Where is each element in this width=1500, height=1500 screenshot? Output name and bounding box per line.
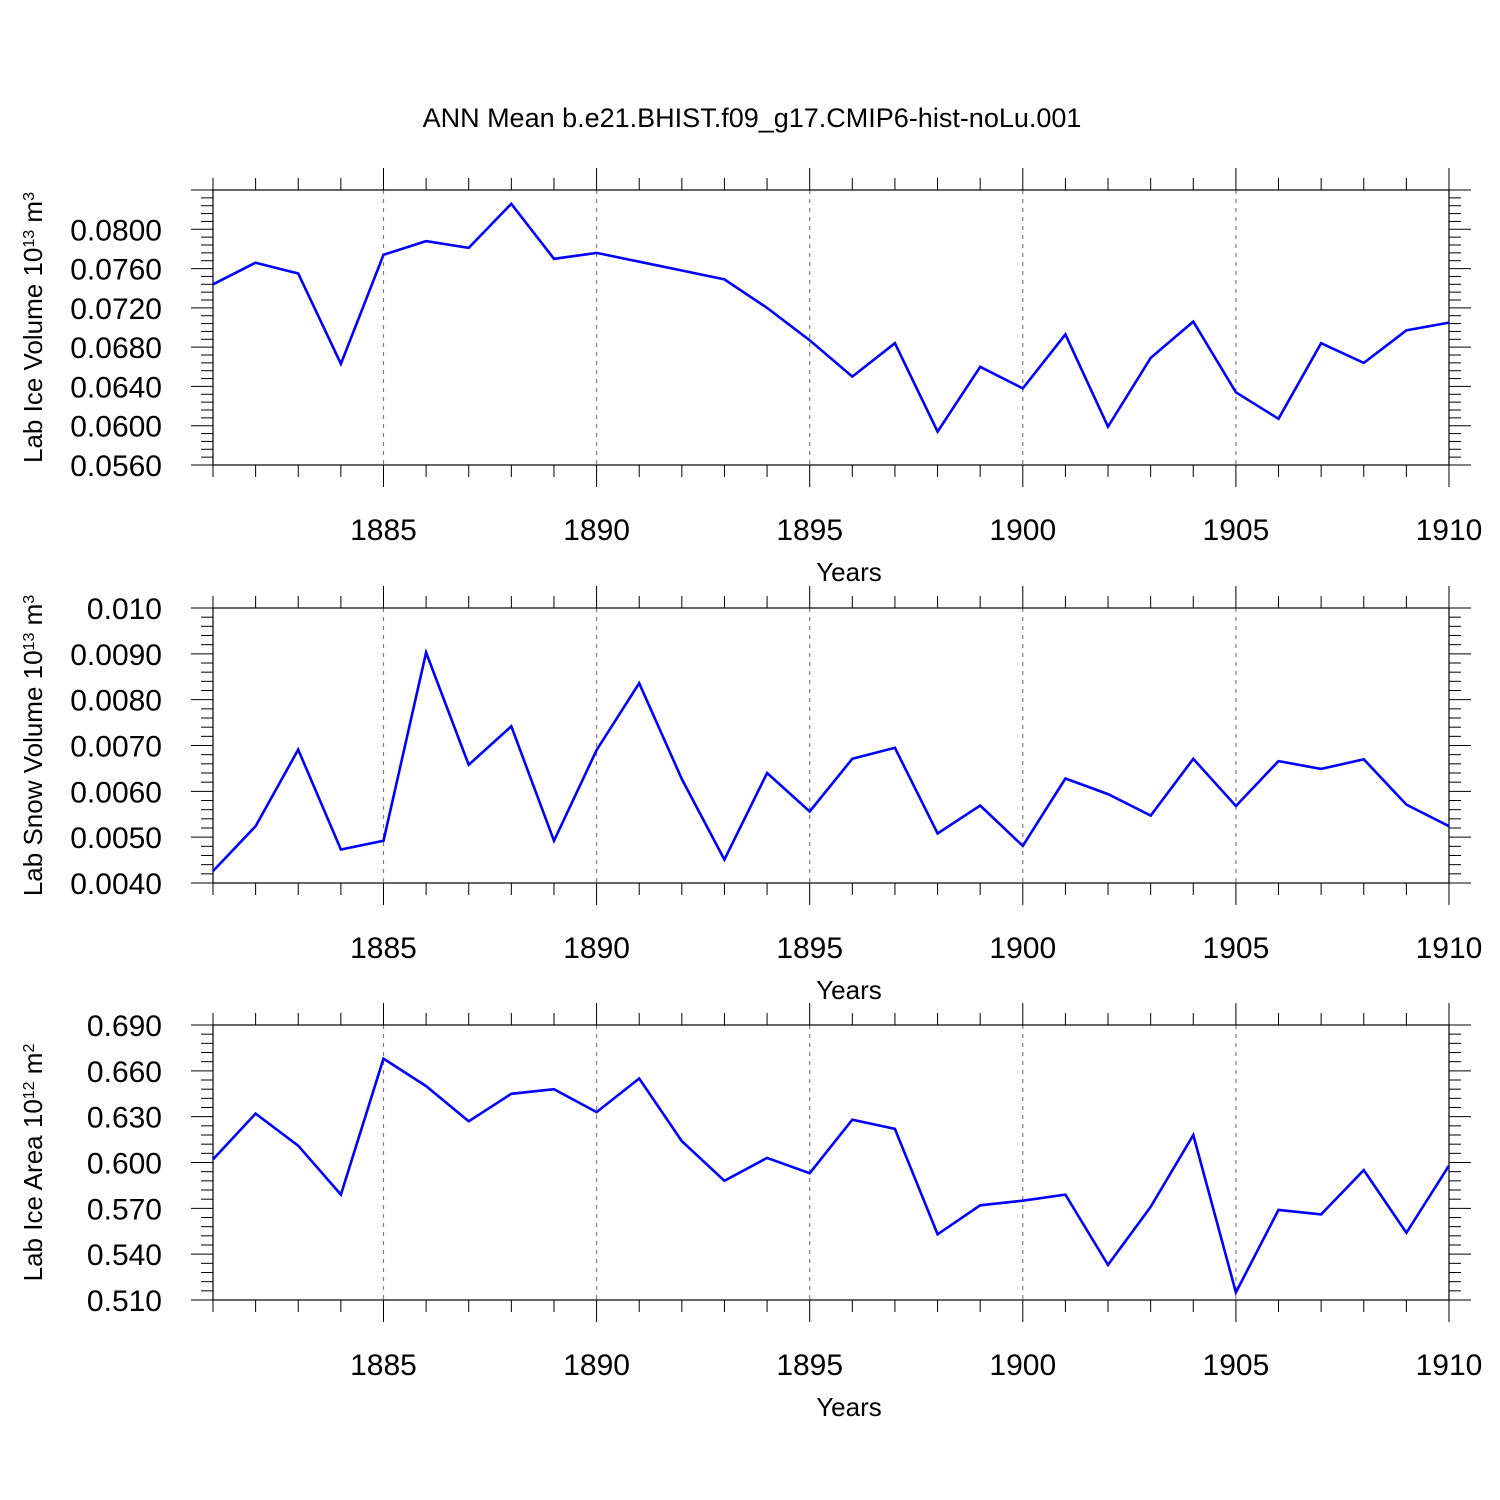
x-tick-label: 1890 (563, 1349, 630, 1382)
y-tick-label: 0.0090 (70, 639, 162, 672)
x-tick-label: 1900 (989, 932, 1056, 965)
panel-3: 0.510 0.540 0.570 0.600 0.630 0.660 0.690 1885 1… (18, 1003, 1482, 1422)
y-axis-label: Lab Ice Area 1012 m2 (18, 1044, 48, 1282)
y-tick-label: 0.0060 (70, 776, 162, 809)
y-tick-label: 0.0640 (70, 371, 162, 404)
y-tick-label: 0.690 (87, 1010, 162, 1043)
y-tick-label: 0.0600 (70, 411, 162, 444)
x-tick-label: 1910 (1416, 932, 1483, 965)
x-tick-label: 1895 (776, 1349, 843, 1382)
panel-1: 0.0560 0.0600 0.0640 0.0680 0.0720 0.0760 0.08… (18, 168, 1482, 587)
series-line (212, 1056, 1451, 1296)
x-tick-label: 1885 (350, 514, 417, 547)
x-tick-label: 1885 (350, 932, 417, 965)
y-tick-label: 0.0720 (70, 293, 162, 326)
y-tick-label: 0.630 (87, 1102, 162, 1135)
y-axis-label: Lab Ice Volume 1013 m3 (18, 192, 48, 463)
x-tick-label: 1910 (1416, 1349, 1483, 1382)
x-tick-label: 1895 (776, 514, 843, 547)
series-line (212, 648, 1450, 872)
y-tick-label: 0.0070 (70, 731, 162, 764)
x-tick-label: 1900 (989, 514, 1056, 547)
x-tick-label: 1905 (1203, 514, 1270, 547)
series-line (212, 201, 1450, 435)
x-tick-label: 1890 (563, 932, 630, 965)
plot-frame (212, 1024, 1450, 1301)
y-tick-label: 0.510 (87, 1285, 162, 1318)
y-tick-label: 0.600 (87, 1148, 162, 1181)
x-tick-label: 1900 (989, 1349, 1056, 1382)
panel-2: 0.0040 0.0050 0.0060 0.0070 0.0080 0.0090 0.01… (18, 586, 1482, 1005)
x-axis-label: Years (816, 557, 882, 587)
y-tick-label: 0.0080 (70, 685, 162, 718)
x-axis-label: Years (816, 1392, 882, 1422)
y-tick-label: 0.660 (87, 1056, 162, 1089)
y-tick-label: 0.570 (87, 1193, 162, 1226)
y-tick-label: 0.010 (87, 593, 162, 626)
y-tick-label: 0.0760 (70, 254, 162, 287)
x-tick-label: 1885 (350, 1349, 417, 1382)
x-tick-label: 1905 (1203, 932, 1270, 965)
plot-frame (212, 607, 1450, 884)
y-tick-label: 0.540 (87, 1239, 162, 1272)
x-tick-label: 1910 (1416, 514, 1483, 547)
y-tick-label: 0.0050 (70, 822, 162, 855)
plot-frame (212, 189, 1450, 466)
x-tick-label: 1890 (563, 514, 630, 547)
x-tick-label: 1905 (1203, 1349, 1270, 1382)
x-axis-label: Years (816, 975, 882, 1005)
figure-title: ANN Mean b.e21.BHIST.f09_g17.CMIP6-hist-… (423, 103, 1082, 133)
y-tick-label: 0.0040 (70, 868, 162, 901)
y-axis-label: Lab Snow Volume 1013 m3 (18, 595, 48, 896)
y-tick-label: 0.0560 (70, 450, 162, 483)
panels: 0.0560 0.0600 0.0640 0.0680 0.0720 0.0760 0.08… (18, 168, 1482, 1422)
x-tick-label: 1895 (776, 932, 843, 965)
y-tick-label: 0.0680 (70, 332, 162, 365)
y-tick-label: 0.0800 (70, 214, 162, 247)
